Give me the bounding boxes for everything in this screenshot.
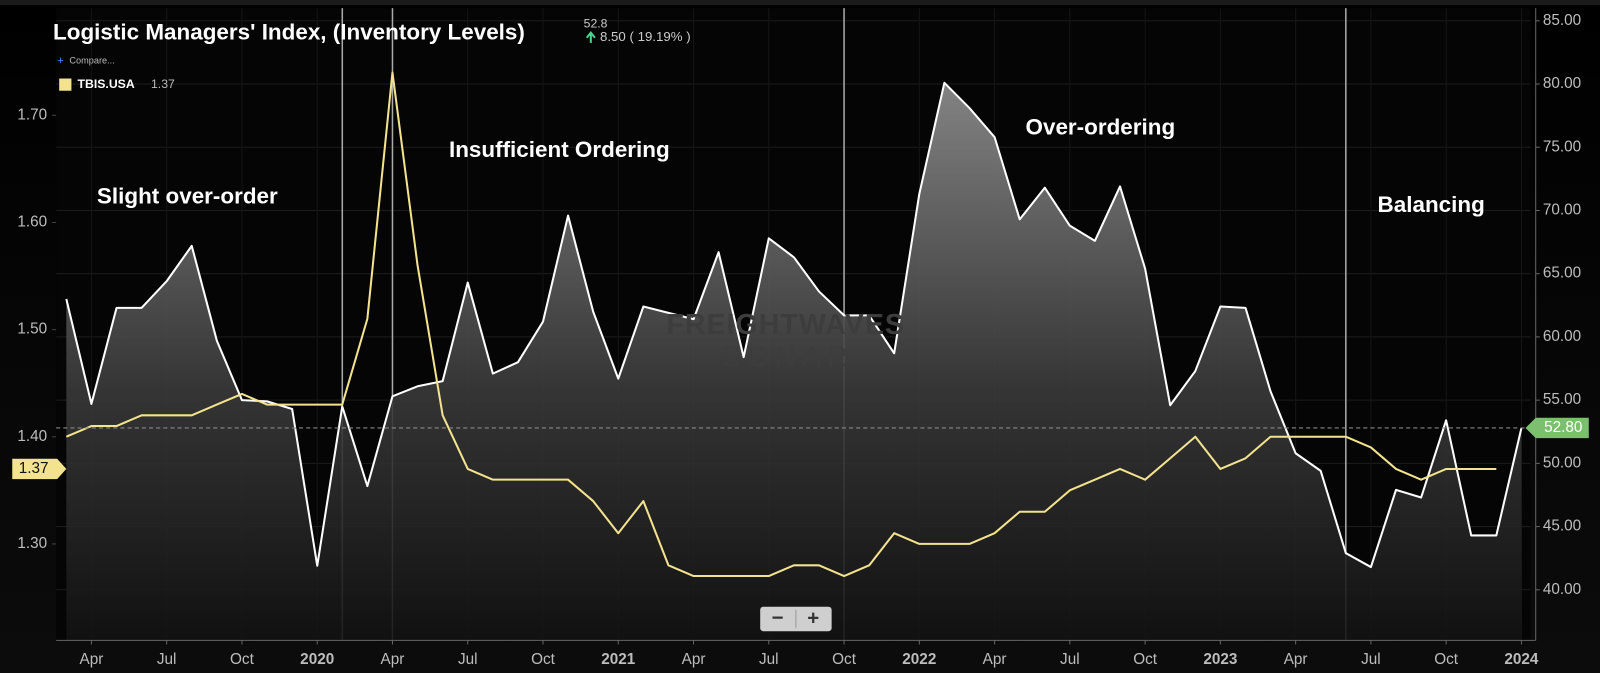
watermark: SONAR: [722, 341, 854, 373]
y-tick-label: 1.40: [17, 428, 47, 445]
compare-button[interactable]: Compare...: [69, 56, 114, 66]
compare-icon[interactable]: +: [57, 55, 64, 67]
y2-tick-label: 50.00: [1543, 454, 1581, 471]
x-tick-label: 2020: [300, 651, 334, 668]
header-change: 8.50 ( 19.19% ): [600, 29, 691, 44]
x-tick-label: Oct: [531, 651, 556, 668]
y2-tick-label: 80.00: [1543, 75, 1581, 92]
y2-tick-label: 75.00: [1543, 138, 1581, 155]
header-value: 52.8: [584, 17, 608, 31]
x-tick-label: Apr: [682, 651, 706, 668]
x-tick-label: Oct: [1133, 651, 1158, 668]
y2-tick-label: 60.00: [1543, 328, 1581, 345]
y-tick-label: 1.70: [17, 106, 47, 123]
y-tick-label: 1.30: [17, 535, 47, 552]
x-tick-label: Oct: [1434, 651, 1459, 668]
annotation: Insufficient Ordering: [449, 137, 670, 162]
y2-tick-label: 70.00: [1543, 202, 1581, 219]
legend-swatch: [59, 78, 72, 91]
y2-tick-label: 85.00: [1543, 12, 1581, 29]
x-tick-label: 2023: [1203, 651, 1237, 668]
series-line: [65, 81, 1523, 569]
x-tick-label: 2022: [902, 651, 936, 668]
zoom-in-button[interactable]: +: [807, 607, 819, 629]
x-tick-label: 2024: [1504, 651, 1539, 668]
y2-tick-label: 45.00: [1543, 518, 1581, 535]
value-tag: [12, 458, 67, 480]
top-bar: [0, 0, 1600, 6]
legend-value: 1.37: [151, 77, 175, 91]
y2-tick-label: 40.00: [1543, 581, 1581, 598]
x-tick-label: 2021: [601, 651, 636, 668]
zoom-out-button[interactable]: −: [772, 607, 784, 629]
annotation: Balancing: [1378, 192, 1485, 217]
x-tick-label: Jul: [1060, 651, 1080, 668]
up-arrow: [585, 30, 596, 43]
y-tick-label: 1.50: [17, 321, 47, 338]
annotation: Slight over-order: [97, 184, 278, 209]
x-tick-label: Apr: [983, 651, 1007, 668]
y2-tick-label: 65.00: [1543, 265, 1581, 282]
value-tag-label: 52.80: [1544, 419, 1582, 436]
annotation: Over-ordering: [1026, 114, 1176, 139]
x-tick-label: Jul: [458, 651, 478, 668]
series-line: [65, 71, 1497, 578]
value-tag: [1525, 417, 1589, 439]
y-tick-label: 1.60: [17, 214, 47, 231]
x-tick-label: Apr: [80, 651, 104, 668]
watermark: FREIGHTWAVES: [666, 309, 905, 341]
x-tick-label: Oct: [832, 651, 857, 668]
x-tick-label: Oct: [230, 651, 255, 668]
area: [66, 82, 1522, 641]
x-tick-label: Jul: [157, 651, 177, 668]
x-tick-label: Jul: [759, 651, 779, 668]
x-tick-label: Apr: [1284, 651, 1308, 668]
x-tick-label: Apr: [381, 651, 405, 668]
x-tick-label: Jul: [1361, 651, 1381, 668]
chart-title: Logistic Managers' Index, (Inventory Lev…: [53, 20, 525, 45]
legend-label: TBIS.USA: [78, 77, 135, 91]
y2-tick-label: 55.00: [1543, 391, 1581, 408]
value-tag-label: 1.37: [19, 460, 49, 477]
